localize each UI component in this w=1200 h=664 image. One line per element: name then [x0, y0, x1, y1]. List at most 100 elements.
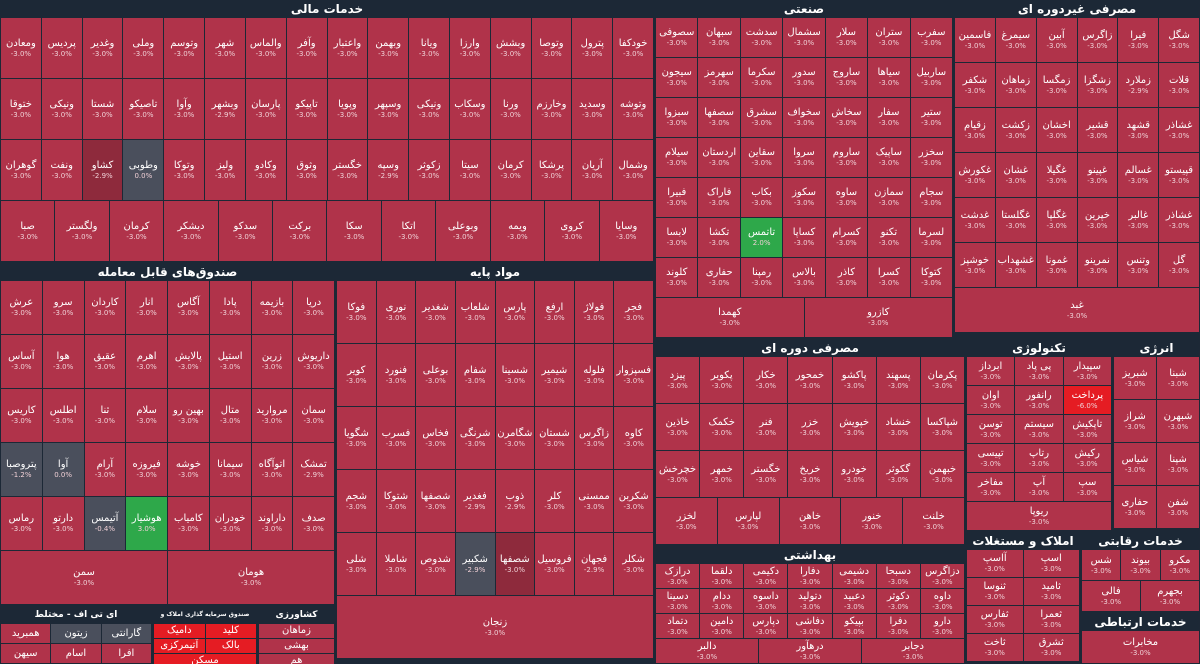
- ticker-cell[interactable]: خوشپز -3.0%: [955, 243, 995, 287]
- ticker-cell[interactable]: شصفها -3.0%: [495, 533, 535, 595]
- ticker-cell[interactable]: لسرما -3.0%: [910, 218, 952, 257]
- ticker-cell[interactable]: آگاس -3.0%: [168, 281, 209, 334]
- ticker-cell[interactable]: سبهان -3.0%: [698, 18, 740, 57]
- ticker-cell[interactable]: دفارا -3.0%: [788, 564, 832, 588]
- ticker-cell[interactable]: وآفر -3.0%: [286, 18, 327, 78]
- ticker-cell[interactable]: متال -3.0%: [209, 389, 251, 442]
- ticker-cell[interactable]: خودرو -3.0%: [832, 451, 876, 497]
- ticker-cell[interactable]: غدشت -3.0%: [955, 198, 995, 242]
- ticker-cell[interactable]: سمان -3.0%: [293, 389, 334, 442]
- ticker-cell[interactable]: دامین -3.0%: [700, 614, 744, 638]
- ticker-cell[interactable]: ارفع -3.0%: [535, 281, 574, 343]
- ticker-cell[interactable]: دفاشی -3.0%: [788, 614, 832, 638]
- ticker-cell[interactable]: بهین رو -3.0%: [168, 389, 209, 442]
- ticker-cell[interactable]: وبشهر -2.9%: [205, 79, 245, 139]
- ticker-cell[interactable]: اخشان -3.0%: [1036, 108, 1077, 152]
- ticker-cell[interactable]: ثفارس -3.0%: [967, 606, 1023, 633]
- ticker-cell[interactable]: ولیز -3.0%: [205, 140, 245, 200]
- ticker-cell[interactable]: کامیاب -3.0%: [168, 497, 209, 550]
- ticker-cell[interactable]: ویانا -3.0%: [409, 18, 449, 78]
- ticker-cell[interactable]: فسرب -3.0%: [376, 407, 416, 469]
- ticker-cell[interactable]: کویر -3.0%: [337, 344, 376, 406]
- ticker-cell[interactable]: غگلپا -3.0%: [1036, 198, 1077, 242]
- ticker-cell[interactable]: فوکا -3.0%: [337, 281, 376, 343]
- ticker-cell[interactable]: سلار -3.0%: [825, 18, 868, 57]
- ticker-cell[interactable]: ساروم -3.0%: [825, 138, 868, 177]
- ticker-cell[interactable]: بازیمه -3.0%: [251, 281, 293, 334]
- ticker-cell[interactable]: کرمان -3.0%: [490, 140, 531, 200]
- ticker-cell[interactable]: پالایش -3.0%: [168, 335, 209, 388]
- ticker-cell[interactable]: سبزوا -3.0%: [656, 98, 698, 137]
- ticker-cell[interactable]: فالی -3.0%: [1082, 581, 1140, 611]
- ticker-cell[interactable]: تپیسی -3.0%: [967, 444, 1015, 472]
- ticker-cell[interactable]: غالبر -3.0%: [1118, 198, 1159, 242]
- ticker-cell[interactable]: قشهد -3.0%: [1118, 108, 1159, 152]
- ticker-cell[interactable]: زملارد -2.9%: [1118, 63, 1159, 107]
- ticker-cell[interactable]: وملی -3.0%: [123, 18, 164, 78]
- ticker-cell[interactable]: شگامرن -3.0%: [495, 407, 535, 469]
- ticker-cell[interactable]: شهر -3.0%: [205, 18, 245, 78]
- ticker-cell[interactable]: خزر -3.0%: [788, 404, 832, 450]
- ticker-cell[interactable]: ثنا -3.0%: [84, 389, 126, 442]
- ticker-cell[interactable]: آساس -3.0%: [1, 335, 42, 388]
- ticker-cell[interactable]: پسهند -3.0%: [876, 357, 920, 403]
- ticker-cell[interactable]: ویمه -3.0%: [490, 201, 545, 261]
- ticker-cell[interactable]: بهشی-3.0%: [259, 639, 334, 653]
- ticker-cell[interactable]: شبریز -3.0%: [1114, 357, 1156, 399]
- ticker-cell[interactable]: عقیق -3.0%: [84, 335, 126, 388]
- ticker-cell[interactable]: گکوثر -3.0%: [876, 451, 920, 497]
- ticker-cell[interactable]: فخاس -3.0%: [416, 407, 455, 469]
- ticker-cell[interactable]: خمحور -3.0%: [788, 357, 832, 403]
- ticker-cell[interactable]: وسدید -3.0%: [572, 79, 613, 139]
- ticker-cell[interactable]: سپ -3.0%: [1063, 473, 1111, 501]
- ticker-cell[interactable]: شدوص -3.0%: [416, 533, 455, 595]
- ticker-cell[interactable]: حفاری -3.0%: [698, 258, 740, 297]
- ticker-cell[interactable]: سخزر -3.0%: [910, 138, 952, 177]
- ticker-cell[interactable]: شکبیر -2.9%: [455, 533, 495, 595]
- ticker-cell[interactable]: خکار -3.0%: [744, 357, 788, 403]
- ticker-cell[interactable]: دالبر -3.0%: [656, 639, 758, 663]
- ticker-cell[interactable]: غپینو -3.0%: [1077, 153, 1118, 197]
- ticker-cell[interactable]: شکلر -3.0%: [614, 533, 653, 595]
- ticker-cell[interactable]: سدکو -3.0%: [218, 201, 273, 261]
- ticker-cell[interactable]: شستان -3.0%: [535, 407, 574, 469]
- ticker-cell[interactable]: درازک -3.0%: [656, 564, 700, 588]
- ticker-cell[interactable]: ختوقا -3.0%: [1, 79, 41, 139]
- ticker-cell[interactable]: غبد -3.0%: [955, 288, 1199, 332]
- ticker-cell[interactable]: پرداخت -6.0%: [1063, 386, 1111, 414]
- ticker-cell[interactable]: گل -3.0%: [1159, 243, 1199, 287]
- ticker-cell[interactable]: شصفها -3.0%: [416, 470, 455, 532]
- ticker-cell[interactable]: سقاین -3.0%: [740, 138, 783, 177]
- ticker-cell[interactable]: اسپ -3.0%: [1023, 550, 1079, 577]
- ticker-cell[interactable]: شکربن -3.0%: [614, 470, 653, 532]
- ticker-cell[interactable]: فبیرا -3.0%: [656, 178, 698, 217]
- ticker-cell[interactable]: سفرب -3.0%: [910, 18, 952, 57]
- ticker-cell[interactable]: پارسان -3.0%: [245, 79, 286, 139]
- ticker-cell[interactable]: صدف -3.0%: [293, 497, 334, 550]
- ticker-cell[interactable]: خمهر -3.0%: [700, 451, 744, 497]
- ticker-cell[interactable]: آریان -3.0%: [572, 140, 613, 200]
- ticker-cell[interactable]: کروی -3.0%: [545, 201, 599, 261]
- ticker-cell[interactable]: غشاذر -3.0%: [1159, 198, 1199, 242]
- ticker-cell[interactable]: ثامید -3.0%: [1023, 578, 1079, 605]
- ticker-cell[interactable]: انار -3.0%: [126, 281, 167, 334]
- ticker-cell[interactable]: تمشک -2.9%: [293, 443, 334, 496]
- ticker-cell[interactable]: شرنگی -3.0%: [455, 407, 495, 469]
- ticker-cell[interactable]: دیشکر -3.0%: [164, 201, 218, 261]
- ticker-cell[interactable]: فاسمین -3.0%: [955, 18, 995, 62]
- ticker-cell[interactable]: افرا-3.0%: [101, 644, 151, 663]
- ticker-cell[interactable]: هوا -3.0%: [42, 335, 84, 388]
- ticker-cell[interactable]: پاکشو -3.0%: [832, 357, 876, 403]
- ticker-cell[interactable]: کتوکا -3.0%: [910, 258, 952, 297]
- ticker-cell[interactable]: پیزد -3.0%: [656, 357, 700, 403]
- ticker-cell[interactable]: سلام -3.0%: [126, 389, 167, 442]
- ticker-cell[interactable]: خودران -3.0%: [209, 497, 251, 550]
- ticker-cell[interactable]: گارانتی0.0%: [101, 624, 151, 643]
- ticker-cell[interactable]: دزاگرس -3.0%: [920, 564, 964, 588]
- ticker-cell[interactable]: خاهن -3.0%: [779, 498, 841, 544]
- ticker-cell[interactable]: کسرا -3.0%: [868, 258, 910, 297]
- ticker-cell[interactable]: وسایا -3.0%: [599, 201, 653, 261]
- ticker-cell[interactable]: تاپیکو -3.0%: [286, 79, 327, 139]
- ticker-cell[interactable]: سصفها -3.0%: [698, 98, 740, 137]
- ticker-cell[interactable]: خنور -3.0%: [841, 498, 903, 544]
